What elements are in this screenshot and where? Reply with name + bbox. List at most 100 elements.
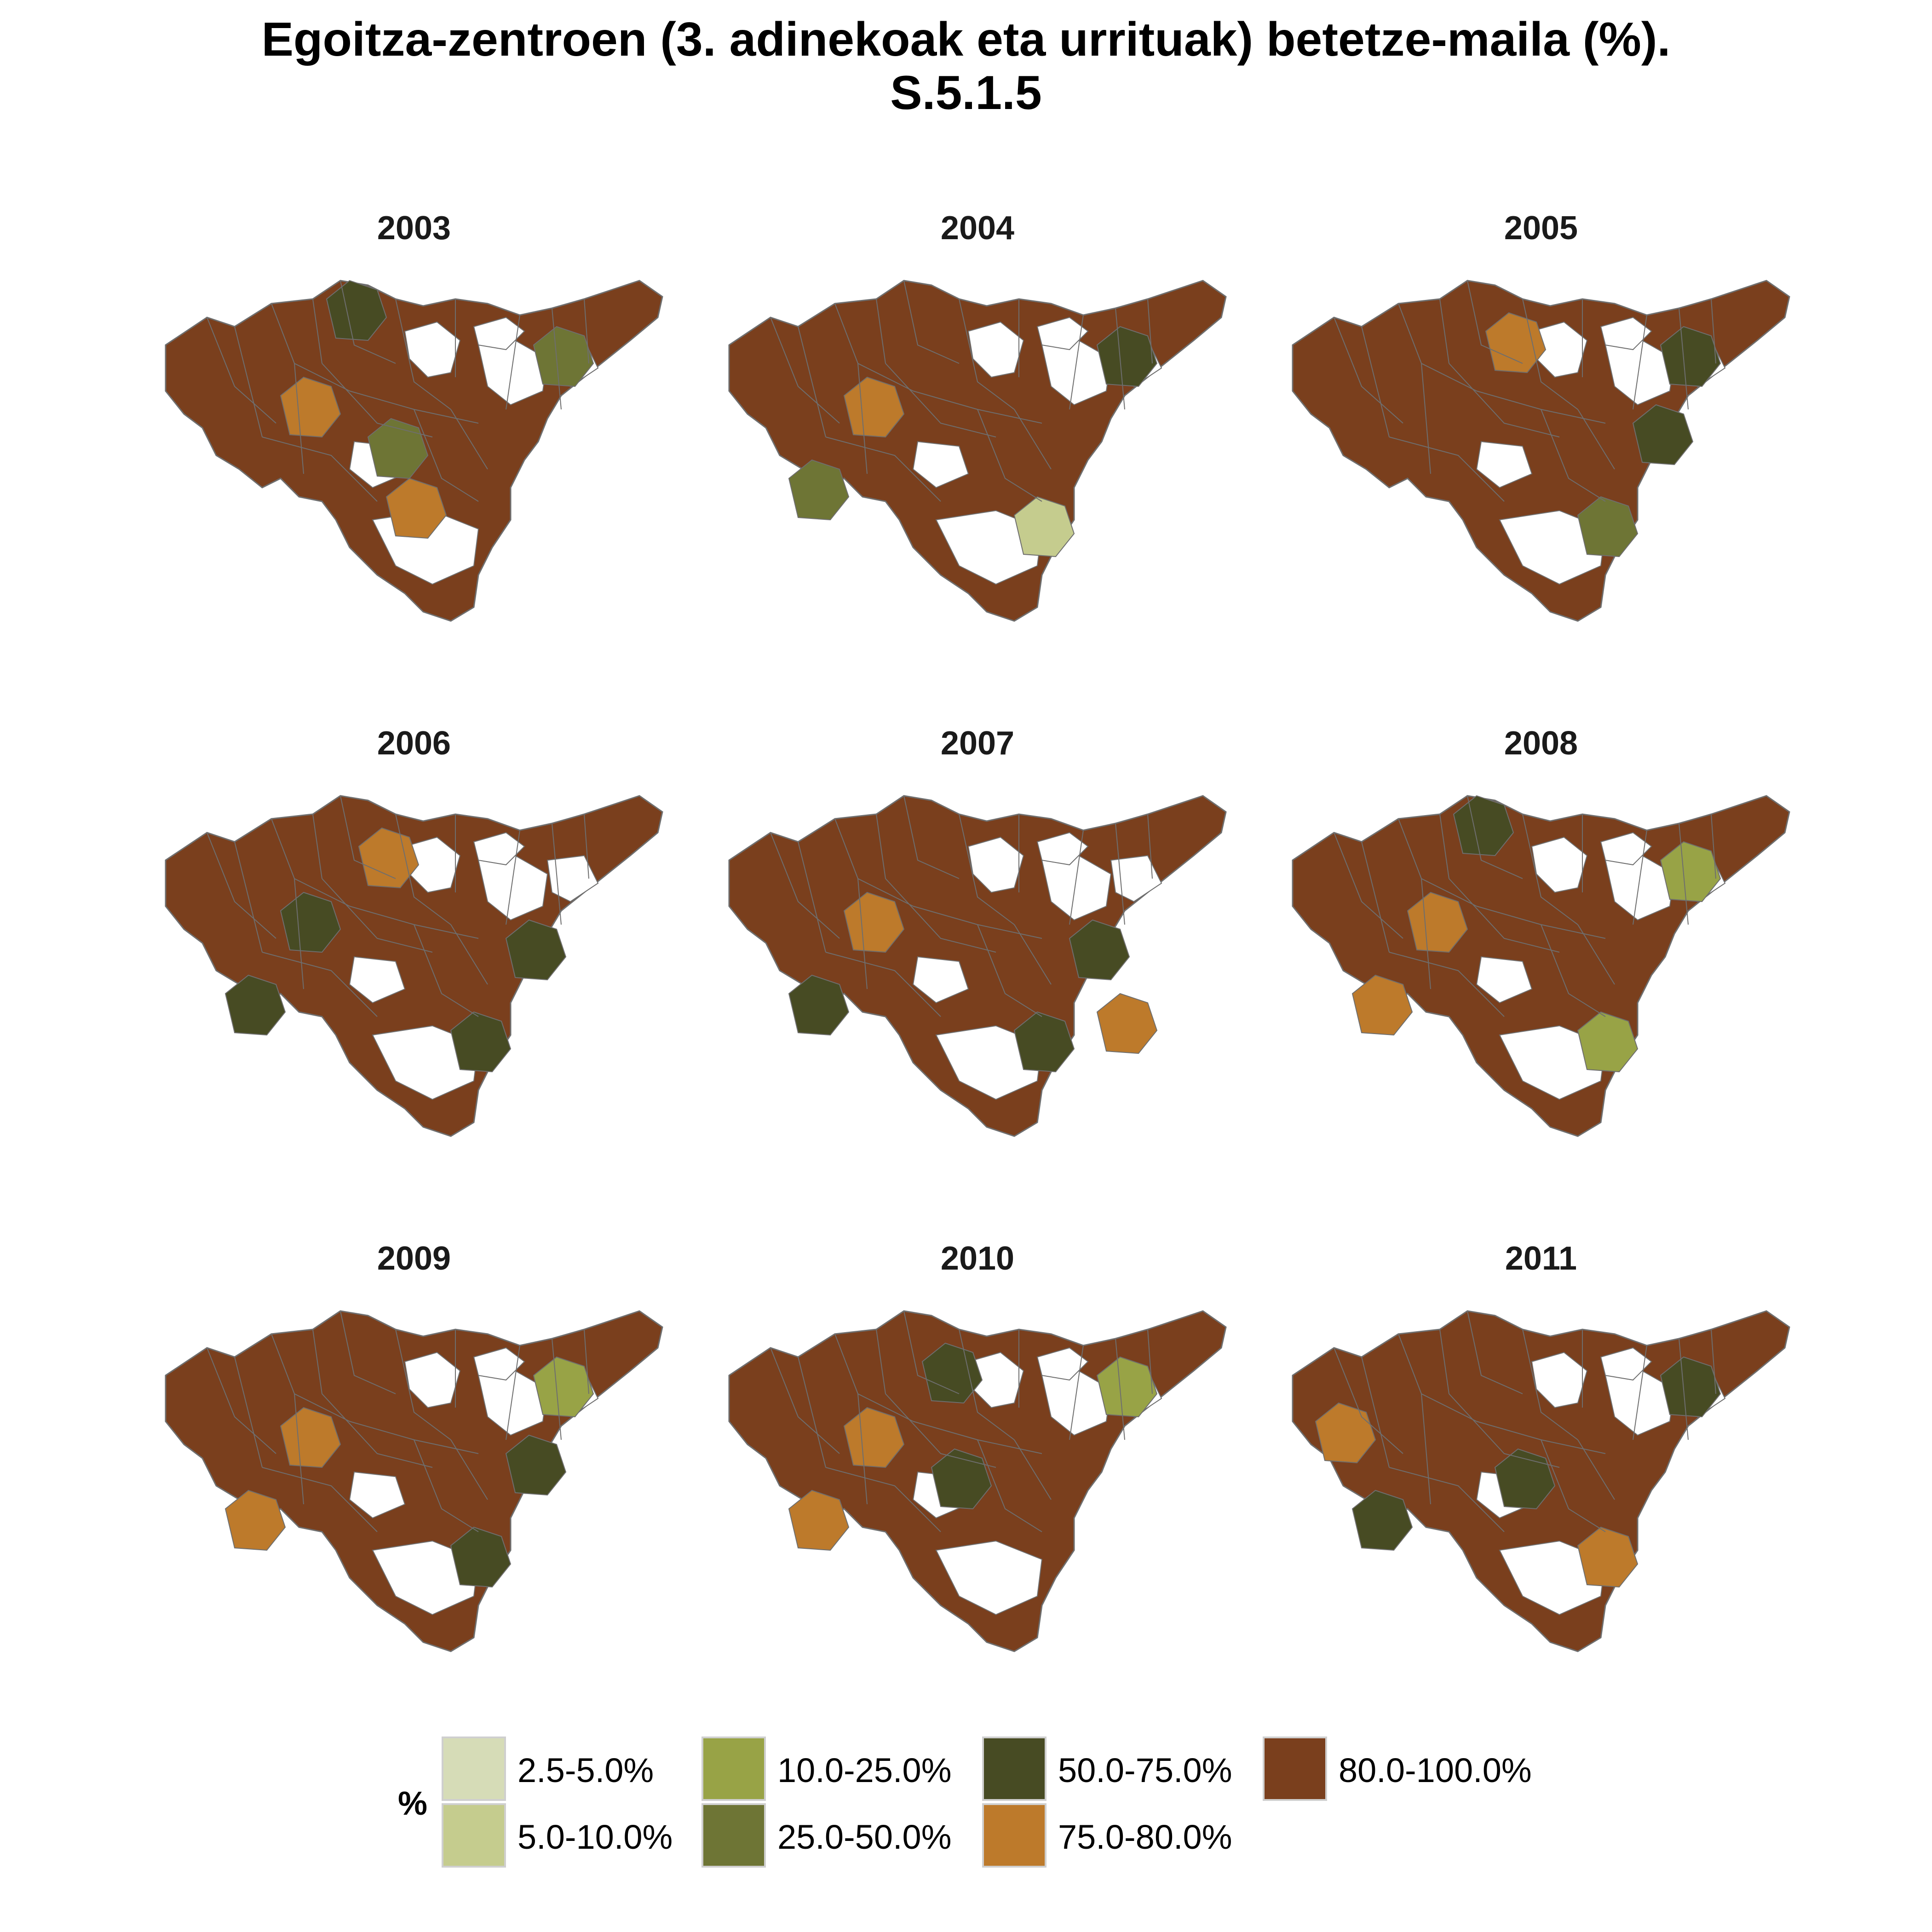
no-data-area-3	[372, 1025, 479, 1100]
municipal-boundary-2	[312, 814, 322, 879]
municipality-north-coast-4	[1453, 795, 1514, 857]
municipal-boundary-12	[1449, 1393, 1560, 1468]
municipal-boundary-14	[262, 1467, 378, 1532]
municipal-boundary-7	[1679, 823, 1689, 925]
no-data-area-0	[967, 321, 1024, 378]
municipal-boundary-13	[450, 924, 488, 985]
municipality-south-3	[450, 1526, 512, 1588]
municipality-south-4	[1013, 1011, 1075, 1073]
no-data-area-0	[1531, 1351, 1588, 1409]
municipal-boundary-10	[294, 363, 304, 474]
municipal-boundary-2	[876, 1329, 886, 1394]
municipal-boundary-9	[1361, 841, 1390, 953]
municipal-boundary-8	[584, 814, 589, 879]
municipality-south-west-0	[788, 459, 850, 521]
municipality-north-east-3	[1096, 326, 1158, 387]
no-data-area-3	[1499, 1540, 1606, 1616]
municipal-boundary-4	[1522, 814, 1578, 925]
municipal-boundary-7	[552, 308, 562, 410]
municipal-boundary-7	[1115, 308, 1125, 410]
municipal-boundary-6	[506, 830, 520, 925]
municipal-boundary-8	[1711, 1329, 1716, 1394]
municipal-boundary-13	[1577, 924, 1615, 985]
municipal-boundary-6	[506, 1345, 520, 1440]
map-panel-2009: 2009	[156, 1242, 672, 1702]
municipal-boundary-10	[294, 878, 304, 989]
municipal-boundary-8	[1147, 1329, 1153, 1394]
municipal-boundary-0	[770, 317, 840, 424]
no-data-area-4	[473, 1347, 525, 1381]
panel-year-label: 2003	[377, 210, 451, 247]
municipal-boundary-9	[234, 326, 263, 437]
no-data-area-4	[1600, 316, 1652, 351]
municipal-boundary-0	[207, 832, 276, 939]
municipal-boundary-15	[414, 409, 479, 502]
municipality-west-central-1	[843, 376, 905, 438]
municipality-north-east-3	[1660, 841, 1721, 903]
municipal-boundary-12	[322, 1393, 433, 1468]
no-data-area-2	[1476, 956, 1533, 1004]
map-panel-2004: 2004	[720, 212, 1235, 672]
no-data-area-3	[372, 1540, 479, 1616]
municipal-boundary-0	[207, 1347, 276, 1454]
municipality-south-west-0	[224, 1489, 286, 1551]
municipal-boundary-12	[885, 363, 996, 437]
municipal-boundary-3	[903, 795, 960, 879]
panel-year-label: 2011	[1505, 1240, 1577, 1277]
map-panel-2007: 2007	[720, 727, 1235, 1187]
municipal-boundary-8	[584, 1329, 589, 1394]
municipal-boundary-3	[340, 1311, 396, 1394]
municipal-boundary-10	[857, 878, 868, 989]
municipality-north-east-2	[533, 1356, 594, 1418]
map-panel-2006: 2006	[156, 727, 672, 1187]
panel-year-label: 2007	[940, 725, 1015, 762]
municipality-north-east-3	[1660, 326, 1721, 387]
municipal-boundary-9	[1361, 1357, 1390, 1468]
municipal-boundary-6	[1633, 315, 1647, 410]
choropleth-map	[165, 795, 663, 1137]
panel-year-label: 2004	[940, 210, 1015, 247]
map-panel-2010: 2010	[720, 1242, 1235, 1702]
municipal-boundary-13	[1577, 409, 1615, 470]
municipal-boundary-14	[825, 1467, 941, 1532]
municipality-north-central-2	[921, 1342, 983, 1404]
municipal-boundary-3	[1467, 280, 1523, 364]
no-data-area-0	[404, 321, 461, 378]
municipal-boundary-9	[798, 326, 826, 437]
municipality-south-3	[450, 1011, 512, 1073]
municipality-north-central-2	[1485, 312, 1547, 374]
municipal-boundary-12	[885, 878, 996, 953]
no-data-area-4	[473, 832, 525, 866]
municipal-boundary-10	[857, 363, 868, 474]
municipal-boundary-2	[312, 1329, 322, 1394]
municipality-south-west-0	[788, 1489, 850, 1551]
municipal-boundary-15	[414, 924, 479, 1017]
municipality-south-4	[1577, 1526, 1639, 1588]
municipal-boundary-3	[903, 280, 960, 364]
municipal-boundary-15	[1541, 924, 1606, 1017]
municipal-boundary-4	[959, 814, 1015, 925]
municipality-north-coast-2	[326, 280, 387, 341]
municipality-south-1	[1577, 496, 1639, 558]
municipal-boundary-4	[1522, 1329, 1578, 1440]
municipal-boundary-10	[1421, 1393, 1431, 1505]
no-data-area-5	[546, 855, 599, 903]
municipal-boundary-4	[395, 299, 451, 410]
map-panel-2005: 2005	[1283, 212, 1799, 672]
municipal-boundary-4	[395, 814, 451, 925]
municipal-boundary-2	[1439, 1329, 1449, 1394]
municipal-boundary-2	[312, 299, 322, 364]
municipal-boundary-15	[977, 924, 1042, 1017]
municipal-boundary-15	[414, 1439, 479, 1532]
municipal-boundary-2	[876, 814, 886, 879]
municipal-boundary-14	[1389, 952, 1505, 1017]
municipal-boundary-10	[1421, 878, 1431, 989]
municipal-boundary-9	[234, 1357, 263, 1468]
no-data-area-2	[912, 956, 969, 1004]
choropleth-map	[1292, 795, 1790, 1137]
municipal-boundary-12	[322, 878, 433, 953]
municipal-boundary-4	[1522, 299, 1578, 410]
no-data-area-2	[349, 956, 406, 1004]
municipality-north-central-4	[358, 827, 420, 889]
municipal-boundary-12	[322, 363, 433, 437]
